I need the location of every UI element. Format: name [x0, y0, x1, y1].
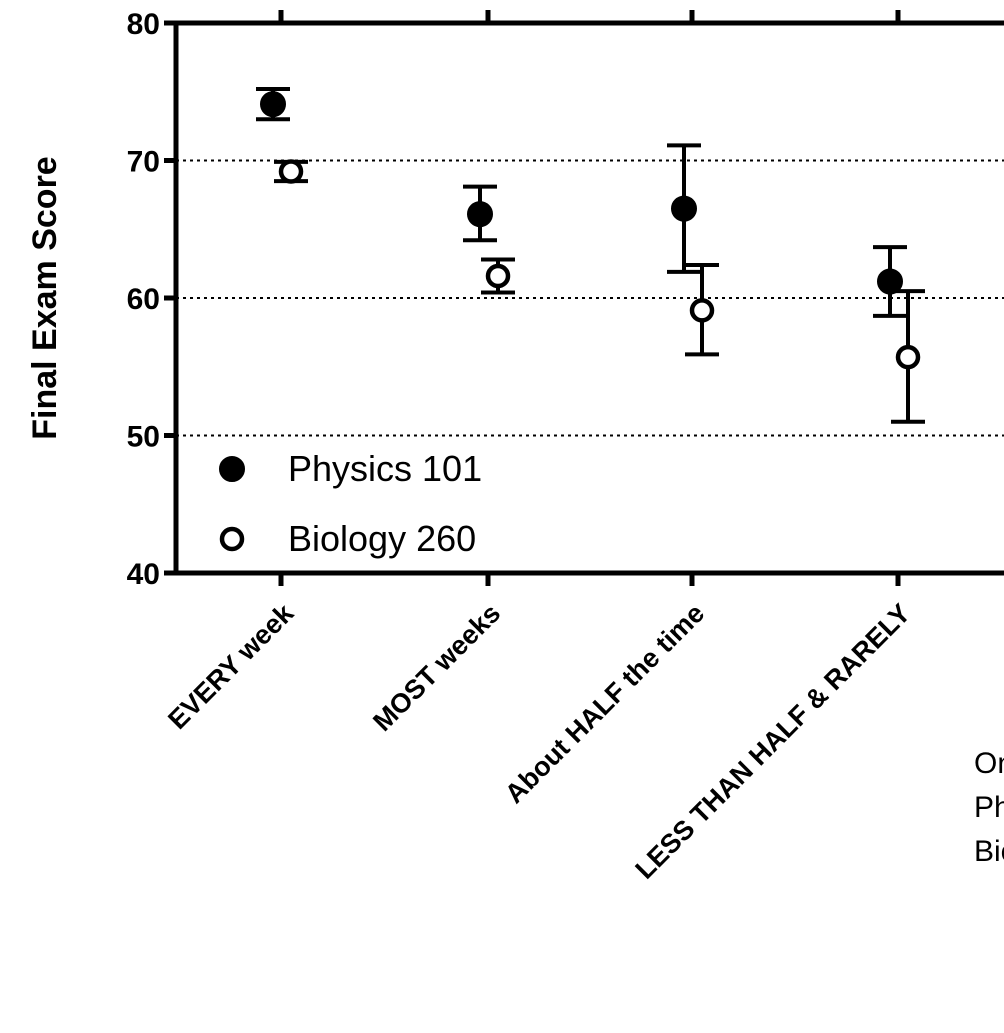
physics-point: [671, 195, 697, 222]
legend-label: Physics 101: [288, 448, 482, 489]
side-note-line-1: On: [974, 747, 1004, 780]
physics-point: [877, 268, 903, 295]
legend-marker-biology: [219, 526, 245, 552]
biology-point: [895, 344, 921, 370]
side-note-line-2: Phy: [974, 791, 1004, 824]
error-bars: [256, 87, 925, 424]
y-tick-label: 70: [127, 146, 160, 179]
y-tick-labels: 40 50 60 70 80: [127, 8, 176, 591]
biology-point: [278, 159, 304, 184]
side-note-line-3: Bio: [974, 835, 1004, 868]
grid-lines: [176, 159, 1004, 437]
biology-point: [485, 263, 511, 289]
y-tick-label: 40: [127, 558, 160, 591]
legend-marker-physics: [219, 456, 245, 482]
y-tick-label: 80: [127, 8, 160, 41]
biology-point: [689, 298, 715, 323]
legend: Physics 101 Biology 260: [219, 448, 482, 559]
y-axis-title: Final Exam Score: [26, 156, 64, 439]
x-category-label: About HALF the time: [499, 598, 710, 809]
physics-point: [260, 91, 286, 118]
side-note: On Phy Bio: [974, 742, 1004, 874]
y-tick-label: 60: [127, 283, 160, 316]
x-category-label: MOST weeks: [367, 598, 506, 737]
legend-label: Biology 260: [288, 518, 476, 559]
y-tick-label: 50: [127, 421, 160, 454]
data-points: [260, 91, 921, 370]
x-category-label: EVERY week: [162, 597, 300, 735]
physics-point: [467, 201, 493, 228]
